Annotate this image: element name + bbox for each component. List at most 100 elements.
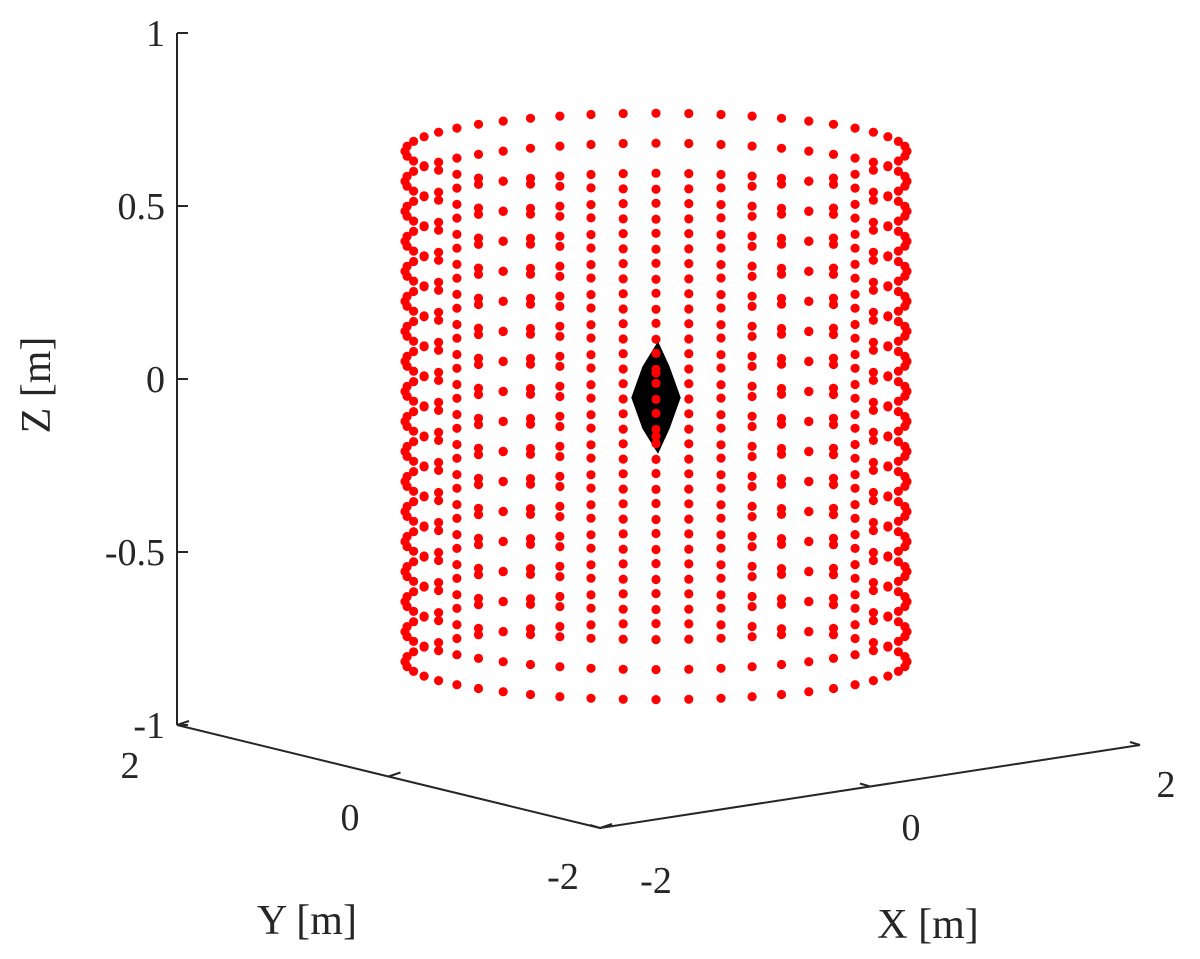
- cylinder-point: [900, 531, 910, 542]
- cylinder-point: [586, 333, 596, 343]
- cylinder-point: [473, 413, 484, 423]
- z-tick-label: 0.5: [118, 186, 166, 228]
- cylinder-point: [868, 367, 879, 377]
- cylinder-point: [586, 633, 596, 643]
- cylinder-point: [618, 469, 628, 479]
- cylinder-point: [452, 530, 462, 540]
- cylinder-point: [868, 676, 879, 686]
- cylinder-point: [776, 173, 787, 183]
- cylinder-point: [684, 138, 694, 149]
- cylinder-point: [850, 183, 860, 193]
- cylinder-point: [747, 211, 757, 221]
- cylinder-point: [419, 462, 429, 472]
- cylinder-point: [684, 319, 694, 329]
- cylinder-point: [473, 383, 484, 393]
- cylinder-point: [900, 171, 910, 181]
- cylinder-point: [716, 243, 726, 253]
- cylinder-point: [900, 331, 910, 341]
- cylinder-point: [747, 511, 757, 522]
- cylinder-point: [452, 229, 462, 239]
- cylinder-point: [473, 473, 484, 483]
- x-tick-label: -2: [640, 860, 672, 902]
- cylinder-point: [651, 138, 661, 148]
- x-ticks: -2 0 2: [589, 741, 1176, 902]
- cylinder-point: [452, 513, 462, 524]
- cylinder-point: [868, 337, 879, 347]
- cylinder-point: [900, 271, 910, 281]
- cylinder-point: [555, 361, 565, 371]
- cylinder-point: [747, 591, 757, 602]
- cylinder-point: [900, 391, 910, 401]
- cylinder-point: [716, 109, 726, 120]
- cylinder-point: [883, 402, 893, 412]
- cylinder-point: [419, 222, 429, 232]
- cylinder-point: [684, 229, 694, 239]
- cylinder-point: [883, 642, 893, 652]
- cylinder-point: [804, 657, 814, 667]
- cylinder-point: [618, 138, 628, 149]
- cylinder-point: [419, 612, 429, 622]
- cylinder-point: [893, 467, 904, 477]
- cylinder-point: [402, 501, 412, 512]
- cylinder-point: [850, 379, 860, 390]
- cylinder-point: [402, 351, 412, 361]
- cylinder-point: [900, 141, 910, 151]
- cylinder-point: [828, 683, 839, 694]
- cylinder-point: [434, 285, 444, 295]
- cylinder-point: [747, 421, 757, 432]
- cylinder-point: [618, 634, 628, 644]
- z-tick-label: 1: [146, 13, 165, 55]
- cylinder-point: [434, 307, 444, 317]
- cylinder-point: [452, 560, 462, 570]
- cylinder-point: [684, 244, 694, 254]
- cylinder-point: [618, 169, 628, 179]
- cylinder-point: [434, 517, 444, 528]
- cylinder-point: [828, 503, 839, 513]
- cylinder-point: [684, 304, 694, 314]
- cylinder-point: [850, 333, 860, 343]
- cylinder-point: [716, 693, 726, 703]
- cylinder-point: [452, 680, 462, 690]
- cylinder-point: [776, 504, 787, 514]
- cylinder-point: [900, 181, 910, 191]
- cylinder-point: [498, 536, 508, 547]
- cylinder-point: [618, 108, 628, 119]
- cylinder-point: [555, 291, 565, 301]
- cylinder-point: [776, 353, 787, 364]
- cylinder-point: [473, 359, 484, 370]
- cylinder-point: [883, 252, 893, 262]
- cylinder-point: [893, 156, 904, 166]
- cylinder-point: [618, 574, 628, 584]
- cylinder-point: [498, 687, 508, 697]
- cylinder-point: [409, 546, 419, 556]
- cylinder-point: [452, 620, 462, 630]
- center-point: [651, 368, 661, 378]
- cylinder-point: [419, 582, 429, 592]
- cylinder-point: [586, 543, 596, 553]
- cylinder-point: [893, 407, 904, 417]
- cylinder-point: [586, 200, 596, 210]
- cylinder-point: [586, 169, 596, 180]
- cylinder-point: [498, 296, 508, 306]
- cylinder-point: [618, 619, 628, 629]
- cylinder-point: [409, 587, 419, 597]
- cylinder-point: [409, 336, 419, 346]
- cylinder-point: [868, 487, 879, 498]
- cylinder-point: [828, 293, 839, 303]
- cylinder-point: [434, 547, 444, 558]
- cylinder-point: [586, 530, 596, 540]
- cylinder-point: [586, 513, 596, 523]
- cylinder-point: [409, 136, 419, 146]
- cylinder-point: [498, 266, 508, 276]
- cylinder-point: [651, 334, 661, 344]
- cylinder-point: [684, 184, 694, 194]
- cylinder-point: [402, 652, 412, 662]
- cylinder-point: [409, 256, 419, 267]
- cylinder-point: [828, 570, 839, 580]
- cylinder-point: [473, 509, 484, 520]
- cylinder-point: [409, 456, 419, 466]
- cylinder-point: [618, 394, 628, 404]
- cylinder-point: [716, 470, 726, 480]
- cylinder-point: [409, 576, 419, 587]
